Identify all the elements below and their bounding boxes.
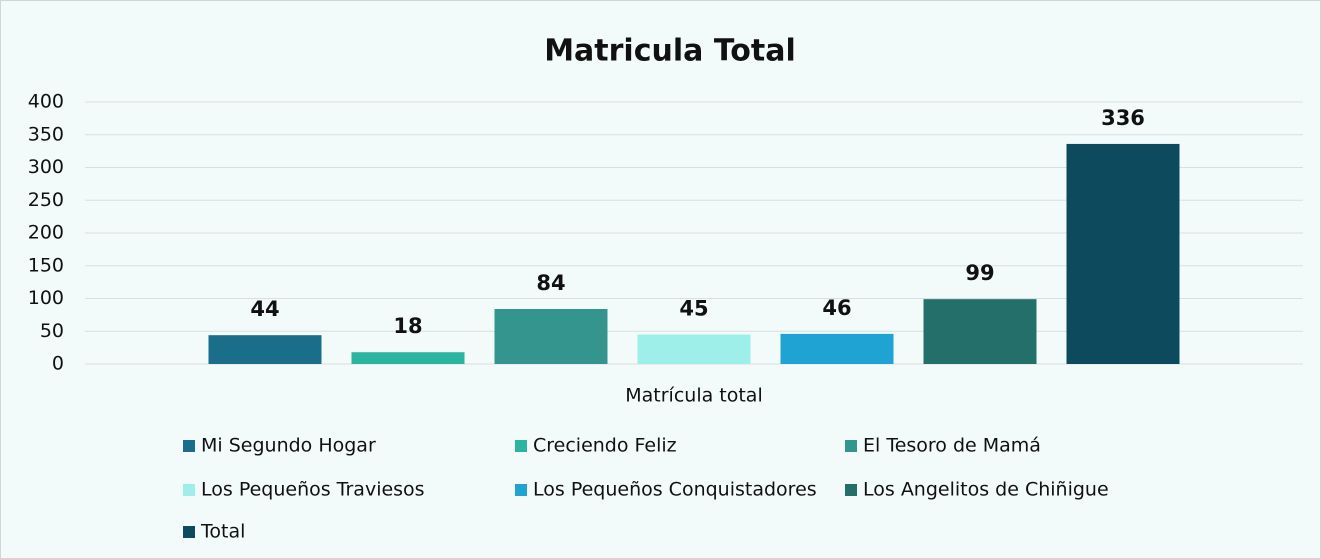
bar (494, 308, 608, 364)
legend-swatch (183, 484, 195, 496)
legend-label: Los Pequeños Traviesos (201, 479, 425, 501)
bar (780, 333, 894, 364)
y-tick-label: 0 (52, 353, 64, 375)
legend-label: Los Angelitos de Chiñigue (863, 479, 1109, 501)
legend-swatch (845, 440, 857, 452)
bar (351, 352, 465, 364)
y-tick-label: 400 (28, 91, 64, 113)
bar (208, 335, 322, 364)
data-label: 336 (1101, 106, 1145, 130)
y-tick-label: 50 (40, 320, 64, 342)
y-tick-label: 200 (28, 222, 64, 244)
legend-swatch (183, 526, 195, 538)
legend-swatch (183, 440, 195, 452)
legend-label: Los Pequeños Conquistadores (533, 479, 817, 501)
legend-swatch (515, 440, 527, 452)
legend-label: Creciendo Feliz (533, 435, 677, 457)
data-label: 18 (393, 314, 422, 338)
y-tick-label: 350 (28, 123, 64, 145)
chart-title: Matricula Total (544, 34, 796, 69)
legend-label: Total (200, 521, 245, 543)
data-label: 84 (536, 271, 565, 295)
legend-swatch (845, 484, 857, 496)
data-label: 46 (822, 296, 851, 320)
y-tick-label: 100 (28, 287, 64, 309)
data-label: 44 (250, 297, 279, 321)
y-tick-label: 150 (28, 254, 64, 276)
legend-label: Mi Segundo Hogar (201, 435, 376, 457)
x-tick-label: Matrícula total (625, 385, 762, 407)
y-tick-label: 250 (28, 189, 64, 211)
legend-label: El Tesoro de Mamá (863, 435, 1041, 457)
bar (1066, 143, 1180, 364)
y-tick-label: 300 (28, 156, 64, 178)
data-label: 45 (679, 297, 708, 321)
bar (923, 299, 1037, 364)
bar (637, 334, 751, 364)
legend-swatch (515, 484, 527, 496)
data-label: 99 (965, 261, 994, 285)
